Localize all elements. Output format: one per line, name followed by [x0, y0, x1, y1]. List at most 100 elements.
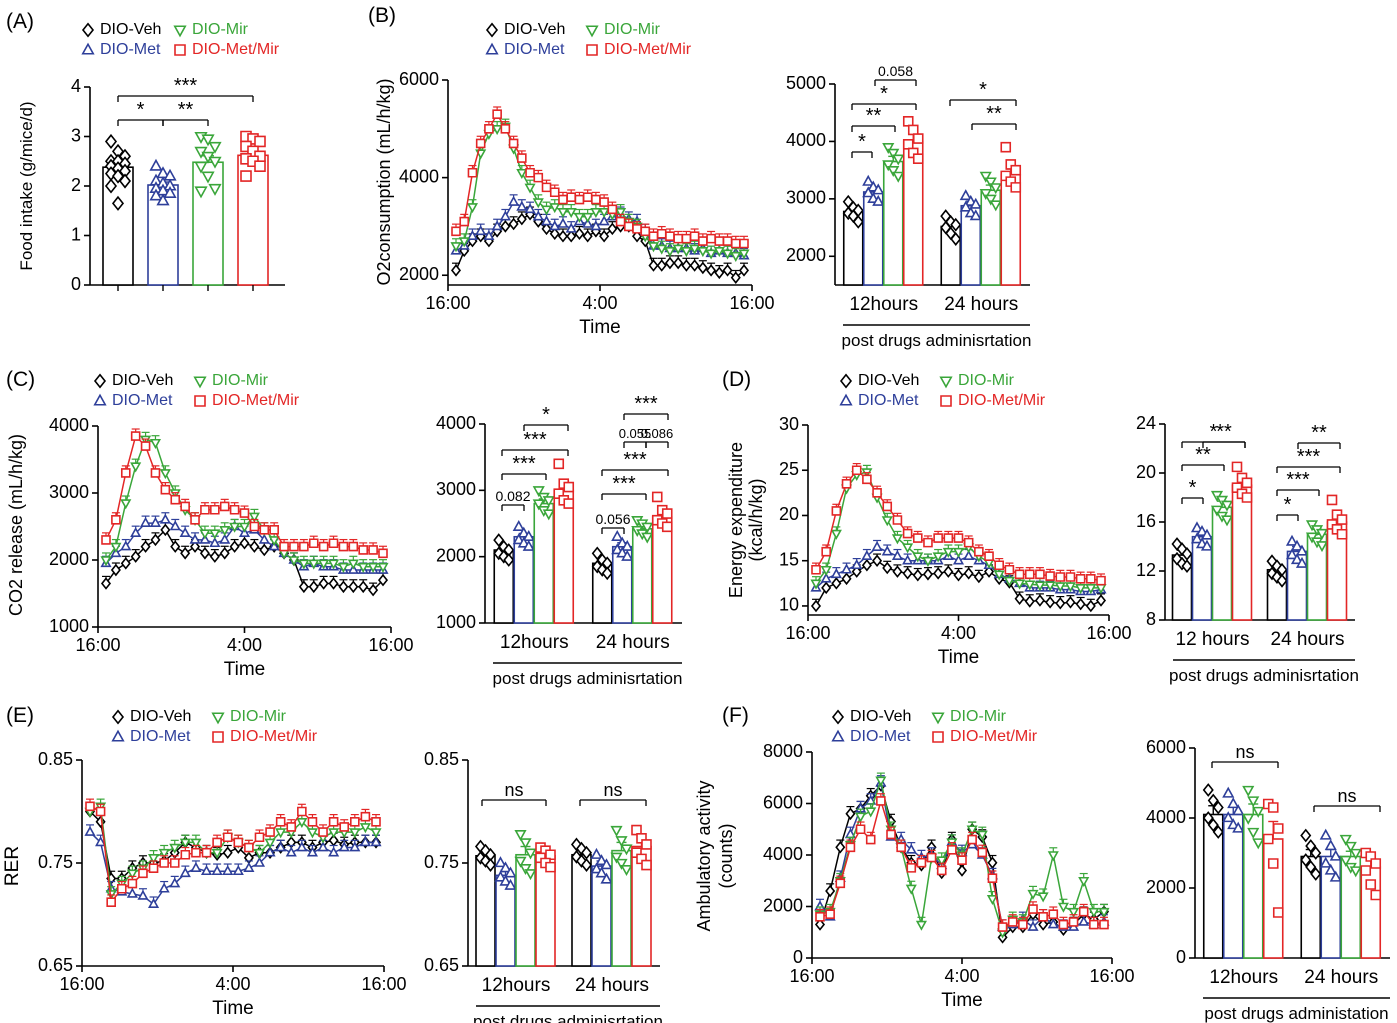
data-point-veh [656, 259, 667, 272]
data-point-veh [825, 884, 836, 898]
y-tick-label: 30 [779, 414, 799, 434]
data-point-metmir [200, 504, 210, 515]
data-point-mir [656, 244, 668, 255]
group-label: 24 hours [1271, 629, 1345, 650]
data-point-veh [950, 217, 962, 232]
data-point-mir [458, 237, 470, 248]
y-tick-label: 4000 [49, 415, 89, 435]
y-axis-title: RER [2, 846, 23, 886]
data-point-mir [519, 863, 532, 875]
data-point-mir [158, 848, 170, 859]
data-point-veh [574, 227, 585, 241]
data-point-metmir [160, 484, 171, 495]
data-point-metmir [722, 236, 733, 246]
legend-label-veh: DIO-Veh [858, 372, 919, 389]
y-tick-label: 8000 [763, 741, 803, 761]
data-point-metmir [265, 827, 275, 837]
data-point-met [1222, 786, 1235, 798]
data-point-metmir [1336, 528, 1348, 540]
data-point-metmir [1028, 904, 1038, 914]
data-point-mir [1339, 855, 1352, 867]
data-point-mir [194, 186, 208, 199]
data-point-veh [1212, 800, 1224, 815]
data-point-metmir [180, 501, 190, 512]
data-point-veh [1045, 596, 1056, 609]
data-point-met [504, 878, 517, 890]
data-point-met [611, 529, 624, 541]
legend-marker-metmir [212, 731, 224, 743]
data-point-veh [882, 561, 893, 575]
sig-label: * [858, 131, 866, 153]
data-point-metmir [933, 533, 943, 543]
data-point-veh [199, 547, 210, 560]
y-axis-title: Ambulatory activity [694, 780, 714, 931]
data-point-mir [359, 823, 371, 834]
group-label: 24 hours [944, 294, 1018, 315]
data-point-mir [1044, 581, 1056, 592]
data-point-mir [238, 522, 251, 533]
data-point-metmir [229, 504, 240, 515]
data-point-veh [1038, 918, 1049, 931]
bar-metmir [553, 489, 575, 624]
data-point-met [963, 549, 975, 560]
sig-label: * [542, 404, 550, 426]
data-point-metmir [240, 170, 252, 182]
data-point-metmir [180, 849, 191, 860]
legend-label-metmir: DIO-Met/Mir [958, 392, 1046, 409]
group-label: 12hours [500, 632, 569, 653]
data-point-veh [956, 864, 968, 877]
data-point-veh [1207, 793, 1219, 808]
data-point-mir [308, 559, 320, 570]
y-tick-label: 6000 [763, 792, 803, 812]
group-label: 12hours [849, 294, 918, 315]
legend: DIO-Veh DIO-Mir DIO-Met DIO-Met/Mir [93, 372, 300, 409]
data-point-metmir [811, 564, 821, 575]
data-point-mir [1247, 827, 1260, 839]
legend-marker-met [93, 393, 107, 406]
data-point-metmir [289, 541, 299, 552]
data-point-metmir [111, 515, 121, 525]
sig-label: *** [634, 393, 658, 415]
sig-label: * [1210, 421, 1218, 443]
data-point-mir [573, 212, 585, 223]
data-point-veh [493, 533, 505, 547]
y-tick-label: 2000 [49, 549, 89, 569]
data-point-metmir [308, 538, 319, 549]
data-point-metmir [378, 548, 388, 559]
data-point-mir [298, 559, 310, 570]
data-point-veh [892, 565, 903, 578]
data-point-metmir [1024, 569, 1035, 580]
group-label: 12hours [1209, 967, 1278, 988]
data-point-veh [810, 599, 822, 613]
data-point-met [557, 217, 569, 228]
x-axis-title: Time [941, 990, 983, 1011]
x-axis-title: Time [212, 998, 254, 1019]
data-point-met [1047, 918, 1059, 929]
x-tick-label: 16:00 [785, 623, 830, 643]
legend-marker-mir [193, 376, 207, 389]
data-point-veh [95, 815, 106, 829]
data-point-met [149, 516, 162, 527]
data-point-met [1232, 821, 1245, 833]
data-point-mir [680, 247, 692, 258]
data-point-mir [514, 856, 527, 868]
x-axis-title: Time [938, 647, 980, 668]
data-point-veh [308, 580, 319, 594]
data-point-veh [599, 229, 610, 243]
data-point-veh [557, 229, 568, 243]
data-point-mir [891, 534, 903, 545]
legend-label-met: DIO-Met [112, 392, 173, 409]
data-point-met [590, 847, 603, 859]
data-point-met [540, 215, 553, 226]
data-point-mir [159, 469, 171, 480]
data-point-mir [582, 212, 594, 223]
legend-marker-metmir [586, 44, 598, 56]
data-point-mir [820, 565, 832, 577]
y-axis-title-unit: (counts) [716, 823, 736, 888]
data-point-veh [484, 858, 497, 872]
data-point-metmir [953, 533, 964, 543]
data-point-mir [100, 556, 112, 567]
legend-label-mir: DIO-Mir [958, 372, 1015, 389]
data-point-metmir [1018, 919, 1028, 930]
data-point-veh [190, 540, 201, 553]
